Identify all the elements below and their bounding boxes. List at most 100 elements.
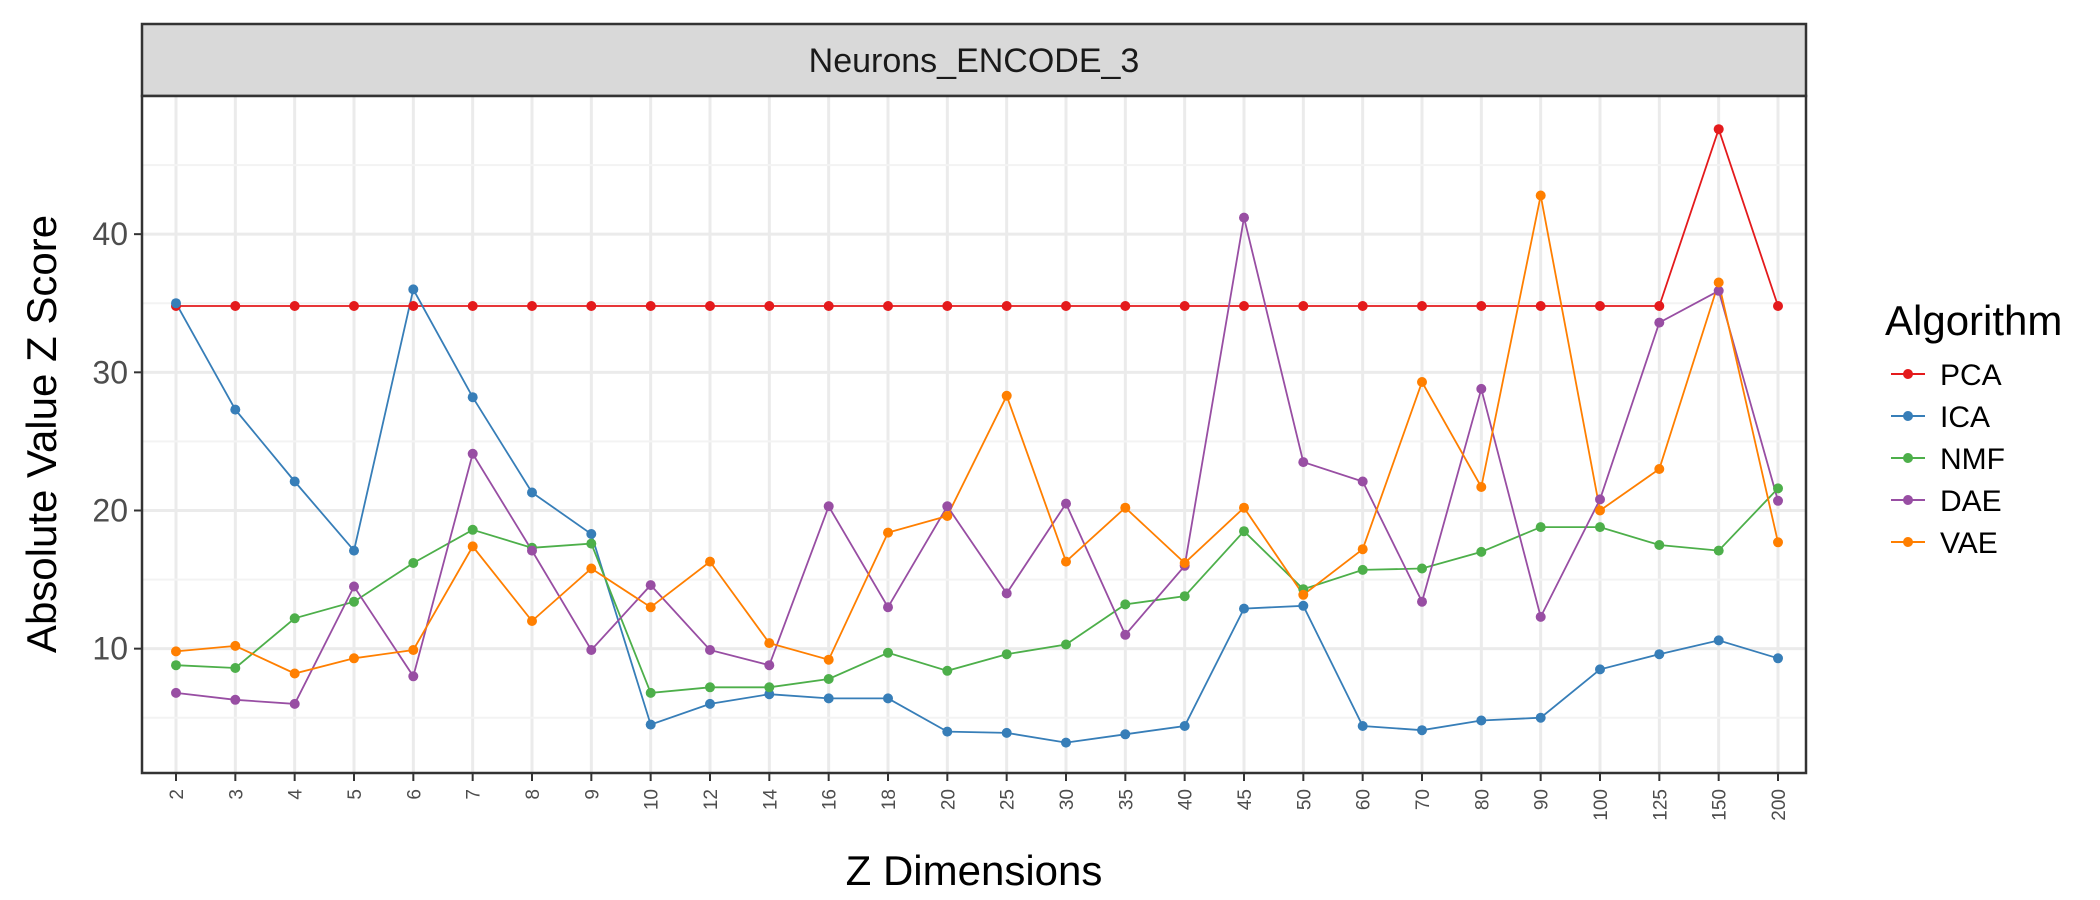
y-axis: 10 20 30 40 xyxy=(92,216,142,667)
point-vae xyxy=(1773,537,1783,548)
point-dae xyxy=(230,694,241,705)
point-vae xyxy=(1179,558,1190,568)
point-ica xyxy=(1357,721,1368,731)
point-pca xyxy=(645,301,656,311)
x-tick-label: 2 xyxy=(167,789,188,800)
x-tick-label: 50 xyxy=(1294,789,1315,810)
point-ica xyxy=(171,298,181,309)
point-vae xyxy=(942,511,953,521)
point-vae xyxy=(1595,505,1605,516)
x-tick-label: 5 xyxy=(345,789,366,800)
point-vae xyxy=(349,653,359,664)
point-dae xyxy=(1298,457,1309,468)
point-ica xyxy=(645,719,656,730)
series-line-dae xyxy=(175,217,1779,705)
series-line-pca xyxy=(176,126,1779,307)
point-pca xyxy=(1120,301,1131,311)
legend-point-dae xyxy=(1903,495,1913,505)
point-dae xyxy=(171,687,181,698)
point-nmf xyxy=(764,682,775,693)
point-pca xyxy=(527,301,537,311)
point-dae xyxy=(1357,476,1368,487)
point-vae xyxy=(645,602,656,613)
point-dae xyxy=(1595,494,1605,505)
legend-point-nmf xyxy=(1903,453,1913,463)
point-ica xyxy=(883,693,893,704)
point-nmf xyxy=(1417,563,1427,574)
point-pca xyxy=(1773,301,1783,311)
x-tick-label: 3 xyxy=(226,789,247,800)
point-vae xyxy=(1357,544,1368,555)
point-nmf xyxy=(1773,483,1783,494)
point-vae xyxy=(1713,277,1724,288)
y-tick-label: 40 xyxy=(92,216,128,252)
point-pca xyxy=(1654,301,1665,311)
point-pca xyxy=(1357,301,1368,311)
x-tick-label: 200 xyxy=(1769,789,1790,821)
point-ica xyxy=(1713,635,1724,646)
legend-label-pca: PCA xyxy=(1940,359,2002,392)
x-tick-label: 150 xyxy=(1710,789,1731,821)
point-pca xyxy=(230,301,241,311)
x-tick-label: 125 xyxy=(1650,789,1671,821)
x-tick-label: 6 xyxy=(404,789,425,800)
point-nmf xyxy=(1713,545,1724,556)
x-tick-label: 9 xyxy=(582,789,603,800)
series-layer xyxy=(171,124,1783,748)
point-pca xyxy=(1595,301,1605,311)
x-tick-label: 40 xyxy=(1176,789,1197,810)
point-nmf xyxy=(823,674,834,684)
point-nmf xyxy=(171,660,181,671)
point-pca xyxy=(1417,301,1427,311)
point-nmf xyxy=(1595,522,1605,533)
legend-point-pca xyxy=(1903,369,1913,379)
point-ica xyxy=(1773,653,1783,664)
point-pca xyxy=(823,301,834,311)
point-pca xyxy=(1179,301,1190,311)
x-tick-label: 30 xyxy=(1057,789,1078,810)
point-pca xyxy=(289,301,300,311)
point-nmf xyxy=(645,687,656,698)
point-vae xyxy=(1535,190,1546,201)
point-ica xyxy=(1298,600,1309,611)
point-nmf xyxy=(408,558,419,568)
x-tick-label: 12 xyxy=(701,789,722,810)
x-axis: 2 3 4 5 6 7 8 9 10 12 14 16 18 20 25 30 35 40 45 50 60 70 80 90… xyxy=(167,773,1790,821)
point-nmf xyxy=(1179,591,1190,602)
point-ica xyxy=(1120,729,1131,740)
point-dae xyxy=(586,645,597,655)
y-tick-label: 10 xyxy=(92,631,128,667)
point-dae xyxy=(1713,285,1724,296)
point-dae xyxy=(289,698,300,709)
point-dae xyxy=(1773,495,1783,506)
x-tick-label: 20 xyxy=(938,789,959,810)
point-dae xyxy=(1654,317,1665,328)
point-dae xyxy=(942,501,953,512)
point-pca xyxy=(586,301,597,311)
point-ica xyxy=(467,392,478,403)
point-ica xyxy=(705,698,715,709)
series-line-vae xyxy=(175,195,1779,675)
point-dae xyxy=(823,501,834,512)
point-nmf xyxy=(1535,522,1546,533)
point-pca xyxy=(408,301,419,311)
grid xyxy=(142,96,1806,773)
point-ica xyxy=(408,284,419,295)
point-pca xyxy=(883,301,893,311)
x-tick-label: 8 xyxy=(523,789,544,800)
point-nmf xyxy=(349,596,359,607)
point-nmf xyxy=(467,524,478,535)
point-ica xyxy=(823,693,834,704)
point-ica xyxy=(1061,737,1071,748)
point-vae xyxy=(705,556,715,567)
point-vae xyxy=(1417,377,1427,387)
point-ica xyxy=(527,487,537,498)
y-axis-title: Absolute Value Z Score xyxy=(18,215,65,653)
point-vae xyxy=(408,645,419,655)
point-pca xyxy=(349,301,359,311)
point-dae xyxy=(1417,596,1427,607)
x-tick-label: 60 xyxy=(1354,789,1375,810)
x-tick-label: 10 xyxy=(642,789,663,810)
point-vae xyxy=(527,616,537,626)
point-nmf xyxy=(586,538,597,549)
